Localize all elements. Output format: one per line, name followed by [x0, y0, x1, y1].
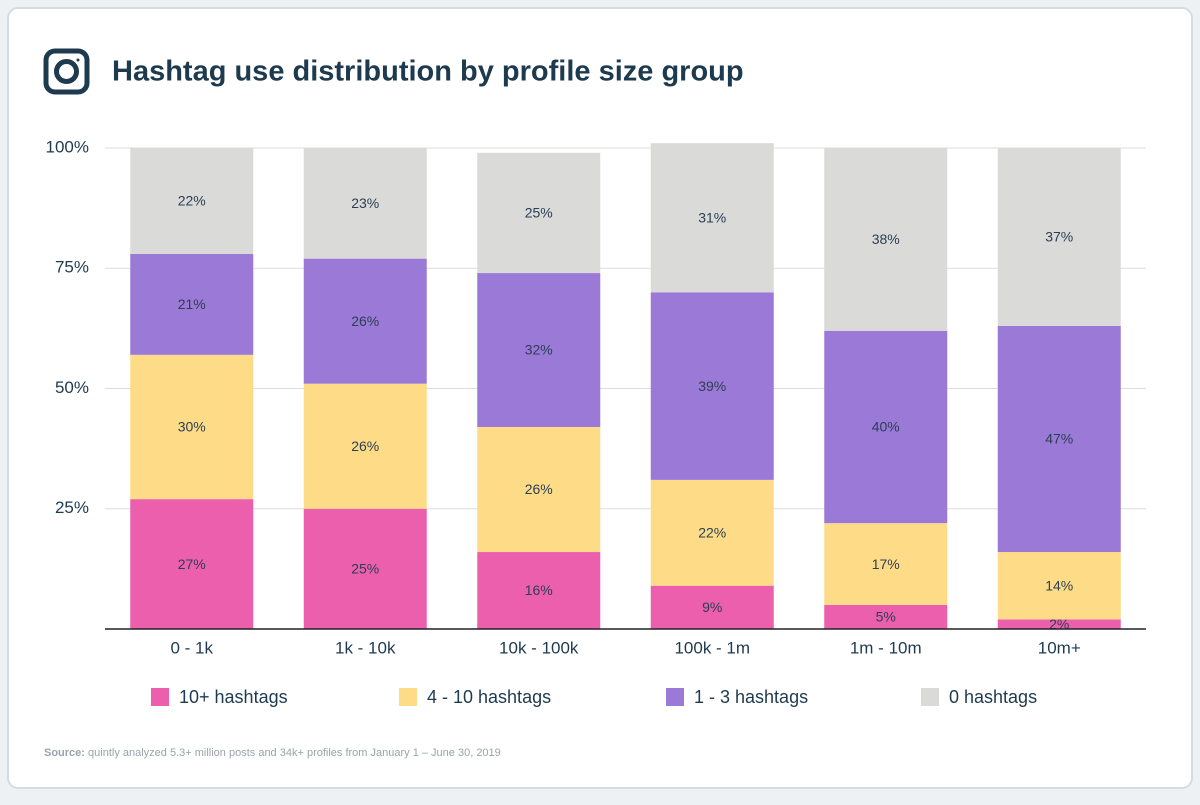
x-tick-label: 100k - 1m [674, 638, 750, 657]
source: Source: quintly analyzed 5.3+ million po… [44, 747, 501, 759]
value-label: 26% [351, 313, 379, 329]
value-label: 25% [351, 561, 379, 577]
x-tick-label: 10k - 100k [499, 638, 579, 657]
bar-segment [303, 148, 427, 259]
source-label: Source: [44, 747, 85, 759]
legend-swatch [151, 688, 169, 706]
bar-segment [650, 143, 774, 293]
y-tick-label: 25% [55, 498, 89, 517]
value-label: 22% [698, 525, 726, 541]
y-tick-label: 100% [46, 137, 89, 156]
value-label: 21% [178, 296, 206, 312]
bar-segment [477, 426, 601, 553]
x-tick-label: 0 - 1k [170, 638, 213, 657]
bar-segment [997, 148, 1121, 326]
bar-segment [997, 619, 1121, 629]
bar-segment [477, 152, 601, 274]
legend-label: 10+ hashtags [179, 687, 288, 707]
value-label: 9% [702, 599, 722, 615]
value-label: 25% [525, 205, 553, 221]
bar-segment [303, 383, 427, 509]
x-tick-label: 10m+ [1038, 638, 1081, 657]
source-text: quintly analyzed 5.3+ million posts and … [88, 747, 501, 759]
legend-swatch [666, 688, 684, 706]
value-label: 26% [351, 438, 379, 454]
value-label: 14% [1045, 577, 1073, 593]
legend-label: 4 - 10 hashtags [427, 687, 551, 707]
value-label: 30% [178, 419, 206, 435]
bar-segment [477, 273, 601, 427]
bar-segment [130, 253, 254, 355]
chart-title: Hashtag use distribution by profile size… [112, 56, 744, 88]
legend-label: 0 hashtags [949, 687, 1037, 707]
value-label: 22% [178, 193, 206, 209]
bar-segment [824, 148, 948, 331]
y-tick-label: 50% [55, 378, 89, 397]
bar-segment [650, 585, 774, 629]
bar-segment [303, 508, 427, 629]
value-label: 39% [698, 378, 726, 394]
bar-segment [477, 552, 601, 629]
bar-segment [824, 330, 948, 524]
bar-segment [824, 523, 948, 605]
bar-segment [997, 325, 1121, 553]
value-label: 40% [872, 419, 900, 435]
value-label: 16% [525, 582, 553, 598]
value-label: 31% [698, 209, 726, 225]
value-label: 26% [525, 481, 553, 497]
bar-segment [650, 479, 774, 586]
value-label: 47% [1045, 431, 1073, 447]
legend-label: 1 - 3 hashtags [694, 687, 808, 707]
bar-segment [303, 258, 427, 384]
value-label: 37% [1045, 229, 1073, 245]
bar-segment [130, 148, 254, 254]
bar-segment [997, 552, 1121, 620]
value-label: 2% [1049, 616, 1069, 632]
x-tick-label: 1k - 10k [335, 638, 396, 657]
value-label: 23% [351, 195, 379, 211]
y-tick-label: 75% [55, 258, 89, 277]
value-label: 27% [178, 556, 206, 572]
legend-swatch [399, 688, 417, 706]
value-label: 17% [872, 556, 900, 572]
value-label: 5% [876, 609, 896, 625]
instagram-icon [43, 48, 90, 95]
bar-segment [130, 499, 254, 629]
bar-segment [130, 354, 254, 500]
x-tick-label: 1m - 10m [850, 638, 922, 657]
value-label: 32% [525, 342, 553, 358]
bar-segment [824, 604, 948, 629]
legend-swatch [921, 688, 939, 706]
bar-segment [650, 292, 774, 480]
value-label: 38% [872, 231, 900, 247]
